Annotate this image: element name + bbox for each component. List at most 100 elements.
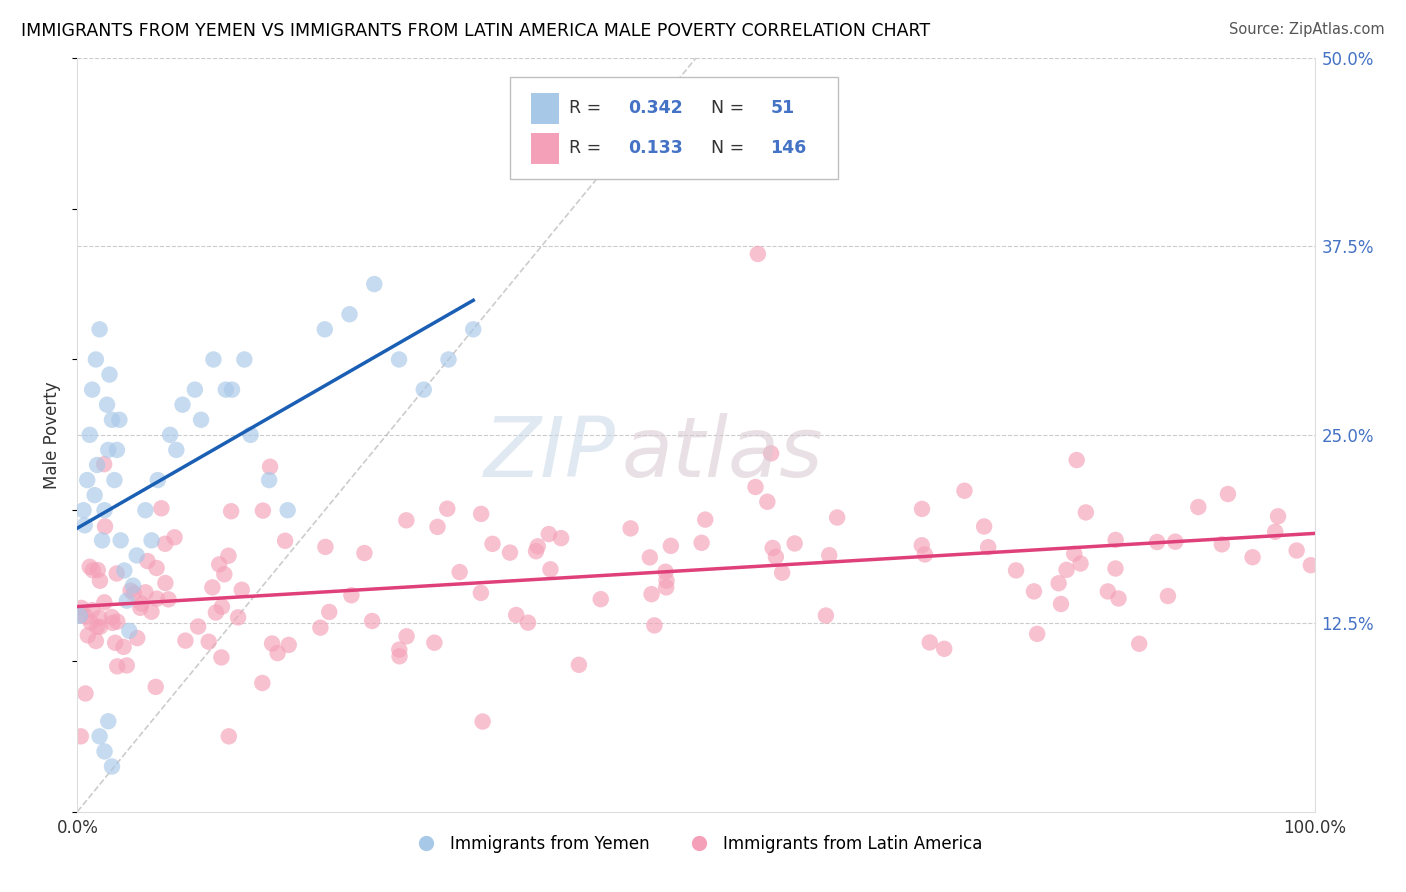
- Point: [1164, 534, 1187, 549]
- Point: [105, 615, 128, 629]
- Point: [568, 657, 591, 672]
- Point: [747, 247, 769, 261]
- Point: [208, 558, 231, 572]
- Point: [110, 533, 132, 548]
- Point: [239, 427, 262, 442]
- Point: [105, 659, 128, 673]
- Point: [101, 413, 124, 427]
- Point: [115, 593, 138, 607]
- Point: [145, 561, 167, 575]
- Point: [1104, 533, 1126, 547]
- Point: [252, 503, 274, 517]
- Point: [505, 607, 527, 622]
- Point: [115, 658, 138, 673]
- Point: [471, 714, 494, 729]
- Point: [1216, 487, 1239, 501]
- Point: [640, 587, 662, 601]
- Point: [1050, 597, 1073, 611]
- Point: [363, 277, 385, 291]
- Point: [638, 550, 661, 565]
- Point: [762, 541, 785, 555]
- Point: [1104, 561, 1126, 575]
- Point: [155, 576, 177, 591]
- Point: [277, 638, 299, 652]
- Point: [309, 621, 332, 635]
- Point: [86, 458, 108, 472]
- Bar: [531, 133, 558, 163]
- Point: [82, 563, 104, 577]
- Point: [1267, 509, 1289, 524]
- Point: [84, 352, 107, 367]
- Text: 0.342: 0.342: [628, 100, 683, 118]
- Text: R =: R =: [568, 139, 606, 157]
- Point: [481, 537, 503, 551]
- Point: [79, 427, 101, 442]
- Bar: [531, 94, 558, 124]
- Point: [112, 640, 135, 654]
- Point: [470, 507, 492, 521]
- Point: [141, 533, 163, 548]
- Point: [1056, 563, 1078, 577]
- Text: 0.133: 0.133: [628, 139, 683, 157]
- Point: [1157, 589, 1180, 603]
- Point: [187, 619, 209, 633]
- Point: [1128, 637, 1150, 651]
- Point: [259, 459, 281, 474]
- Point: [75, 609, 97, 624]
- Point: [112, 564, 135, 578]
- Legend: Immigrants from Yemen, Immigrants from Latin America: Immigrants from Yemen, Immigrants from L…: [404, 829, 988, 860]
- Point: [388, 642, 411, 657]
- Point: [589, 592, 612, 607]
- Point: [201, 581, 224, 595]
- Point: [314, 322, 336, 336]
- Point: [101, 759, 124, 773]
- Point: [163, 530, 186, 544]
- Point: [814, 608, 837, 623]
- Point: [79, 559, 101, 574]
- Point: [934, 641, 956, 656]
- Point: [756, 495, 779, 509]
- Point: [82, 383, 104, 397]
- Point: [770, 566, 793, 580]
- Point: [231, 582, 253, 597]
- FancyBboxPatch shape: [510, 77, 838, 178]
- Point: [202, 352, 225, 367]
- Text: 51: 51: [770, 100, 794, 118]
- Point: [1026, 627, 1049, 641]
- Point: [262, 636, 284, 650]
- Point: [93, 457, 115, 471]
- Point: [145, 680, 167, 694]
- Point: [129, 600, 152, 615]
- Point: [339, 307, 361, 321]
- Point: [744, 480, 766, 494]
- Point: [159, 427, 181, 442]
- Point: [524, 544, 547, 558]
- Point: [361, 614, 384, 628]
- Point: [98, 368, 121, 382]
- Point: [470, 586, 492, 600]
- Point: [69, 608, 91, 623]
- Point: [274, 533, 297, 548]
- Point: [218, 730, 240, 744]
- Point: [84, 634, 107, 648]
- Point: [211, 599, 233, 614]
- Point: [1264, 524, 1286, 539]
- Point: [388, 649, 411, 664]
- Point: [353, 546, 375, 560]
- Point: [165, 442, 187, 457]
- Point: [973, 519, 995, 533]
- Point: [97, 714, 120, 729]
- Point: [953, 483, 976, 498]
- Point: [1285, 543, 1308, 558]
- Point: [252, 676, 274, 690]
- Point: [104, 636, 127, 650]
- Point: [86, 620, 108, 634]
- Point: [1241, 550, 1264, 565]
- Point: [221, 383, 243, 397]
- Text: atlas: atlas: [621, 413, 824, 494]
- Point: [82, 603, 104, 617]
- Point: [818, 548, 841, 562]
- Point: [72, 503, 94, 517]
- Point: [70, 601, 93, 615]
- Point: [146, 473, 169, 487]
